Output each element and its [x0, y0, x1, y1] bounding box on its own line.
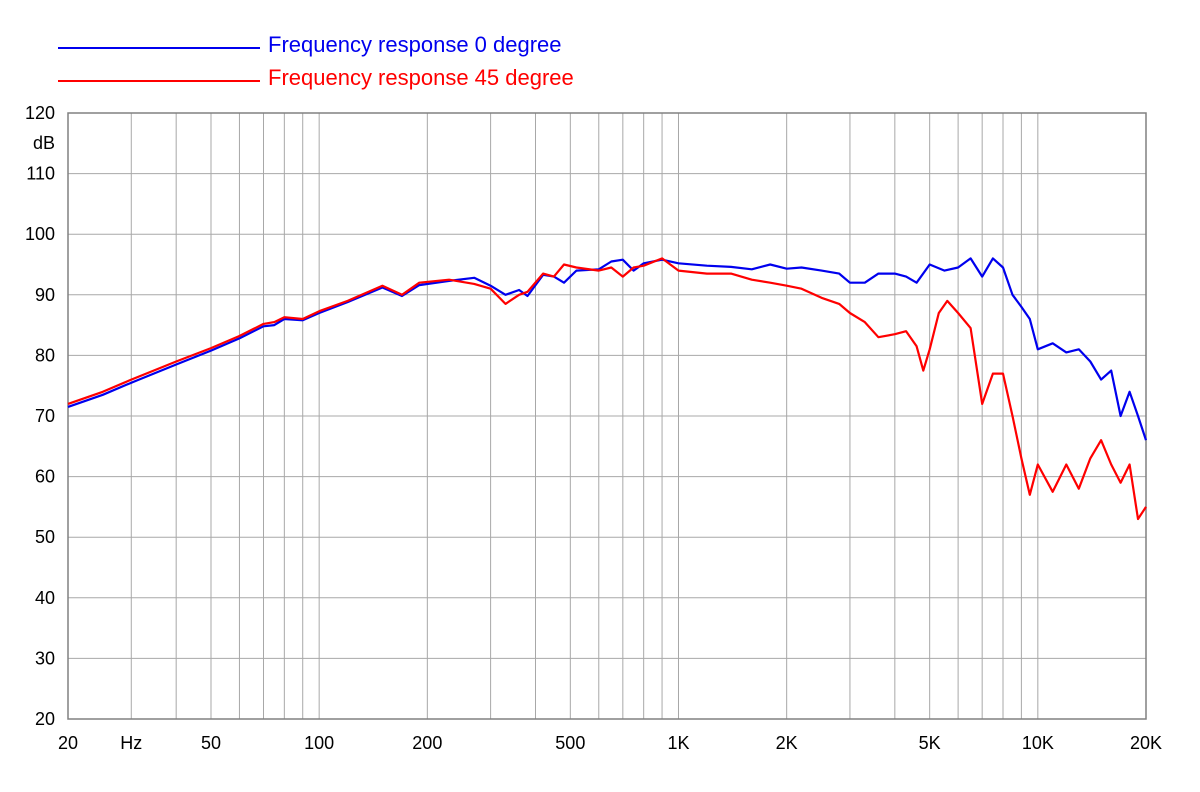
y-tick-label: 60: [35, 467, 55, 487]
x-tick-label: 10K: [1022, 733, 1054, 753]
x-tick-label: 100: [304, 733, 334, 753]
legend-label-1: Frequency response 45 degree: [268, 65, 574, 90]
y-tick-label: 50: [35, 527, 55, 547]
x-tick-label: 5K: [919, 733, 941, 753]
series-group: [67, 257, 1148, 521]
x-tick-label: 500: [555, 733, 585, 753]
series-line-1: [67, 257, 1147, 521]
y-tick-label: 80: [35, 345, 55, 365]
x-tick-label: 2K: [776, 733, 798, 753]
y-tick-labels: 20 30 40 50 60 70 80 90 100 110 120: [25, 103, 55, 729]
y-tick-label: 40: [35, 588, 55, 608]
legend-label-0: Frequency response 0 degree: [268, 32, 562, 57]
y-tick-label: 20: [35, 709, 55, 729]
x-tick-label: 50: [201, 733, 221, 753]
y-tick-label: 90: [35, 285, 55, 305]
x-tick-label: Hz: [120, 733, 142, 753]
y-axis-unit-label: dB: [33, 133, 55, 153]
series-line-0: [67, 257, 1148, 441]
y-tick-label: 70: [35, 406, 55, 426]
x-tick-label: 200: [412, 733, 442, 753]
y-tick-label: 120: [25, 103, 55, 123]
x-tick-label: 20: [58, 733, 78, 753]
x-tick-labels: 20 Hz 50 100 200 500 1K 2K 5K 10K 20K: [58, 733, 1162, 753]
y-tick-label: 30: [35, 648, 55, 668]
x-tick-label: 20K: [1130, 733, 1162, 753]
x-tick-label: 1K: [667, 733, 689, 753]
y-tick-label: 110: [26, 164, 55, 184]
legend: Frequency response 0 degree Frequency res…: [58, 32, 574, 90]
grid: [68, 113, 1146, 719]
y-tick-label: 100: [25, 224, 55, 244]
plot-frame: [67, 112, 1147, 720]
